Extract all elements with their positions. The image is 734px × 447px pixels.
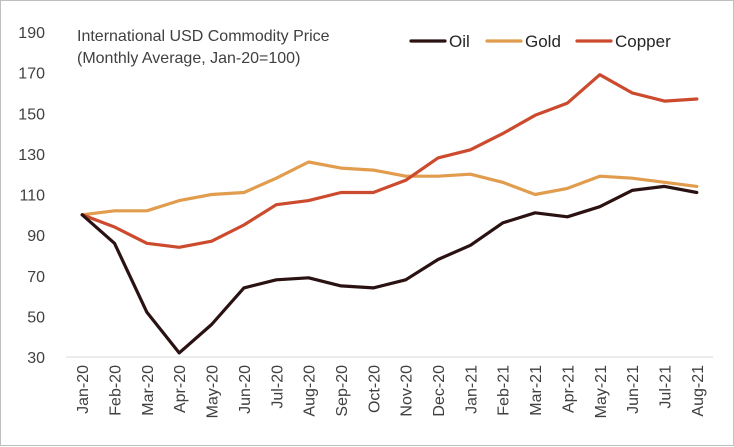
y-tick-label: 70 [27,269,45,286]
x-tick-label: Mar-21 [528,365,545,416]
chart-title: International USD Commodity Price (Month… [77,28,330,67]
x-tick-label: May-21 [593,365,610,418]
legend: Oil Gold Copper [409,32,671,51]
x-tick-label: Sep-20 [334,365,351,417]
legend-label-copper: Copper [615,32,671,51]
x-tick-label: Jan-20 [75,365,92,414]
x-tick-label: Dec-20 [431,365,448,417]
x-tick-label: Jun-20 [237,365,254,414]
x-tick-label: May-20 [205,365,222,418]
y-tick-label: 150 [18,106,45,123]
x-tick-label: Jul-21 [657,365,674,409]
x-tick-label: Feb-21 [496,365,513,416]
legend-label-gold: Gold [525,32,561,51]
x-tick-label: Jul-20 [269,365,286,409]
x-axis-ticks: Jan-20 Feb-20 Mar-20 Apr-20 May-20 Jun-20 Jul-… [75,365,707,418]
series-lines [80,73,699,355]
x-tick-label: Nov-20 [399,365,416,417]
x-tick-label: Jun-21 [625,365,642,414]
y-tick-label: 110 [19,188,45,205]
y-tick-label: 190 [18,25,45,42]
y-tick-label: 170 [18,66,45,83]
x-tick-label: Mar-20 [140,365,157,416]
series-line-gold [80,160,699,217]
chart-title-line-1: International USD Commodity Price [77,28,330,45]
y-axis-ticks: 190 170 150 130 110 90 70 50 30 [18,25,45,367]
x-tick-label: Jan-21 [463,365,480,414]
y-tick-label: 90 [27,228,45,245]
y-tick-label: 50 [27,309,45,326]
chart-title-line-2: (Monthly Average, Jan-20=100) [77,50,300,67]
x-tick-label: Aug-20 [302,365,319,417]
x-tick-label: Oct-20 [366,365,383,413]
y-tick-label: 30 [27,350,45,367]
x-tick-label: Feb-20 [108,365,125,416]
series-line-copper [80,73,699,249]
x-tick-label: Aug-21 [690,365,707,417]
x-tick-label: Apr-21 [560,365,577,413]
series-line-oil [80,184,699,355]
x-tick-label: Apr-20 [172,365,189,413]
legend-label-oil: Oil [449,32,470,51]
y-tick-label: 130 [18,147,45,164]
